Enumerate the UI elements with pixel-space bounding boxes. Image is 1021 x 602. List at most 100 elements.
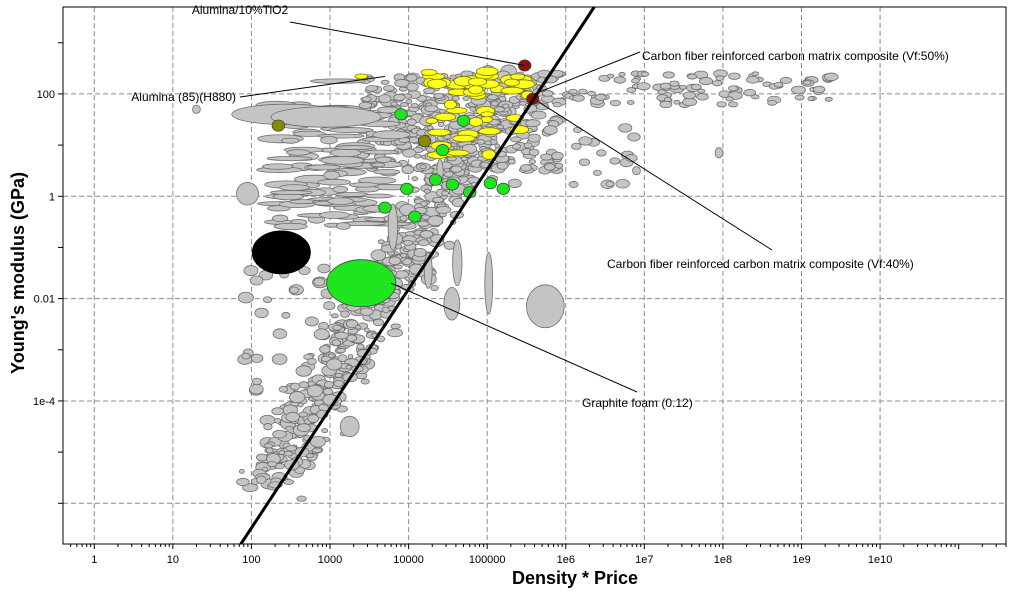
material-bubble — [427, 215, 444, 227]
material-bubble — [378, 94, 392, 104]
material-bubble — [355, 324, 361, 330]
material-bubble — [399, 215, 408, 222]
material-bubble — [271, 214, 289, 223]
material-bubble — [307, 357, 317, 365]
material-bubble — [241, 352, 251, 360]
material-bubble — [390, 101, 398, 107]
material-bubble — [632, 166, 641, 176]
yellow-material — [443, 99, 458, 110]
yellow-material — [452, 134, 476, 143]
material-bubble — [406, 82, 419, 92]
material-bubble — [487, 94, 499, 101]
material-bubble — [400, 102, 409, 107]
material-bubble — [552, 102, 562, 108]
material-bubble — [773, 81, 784, 88]
annotation-label: Carbon fiber reinforced carbon matrix co… — [642, 49, 949, 63]
material-bubble — [520, 164, 532, 172]
yellow-material — [475, 66, 499, 77]
material-bubble — [578, 158, 591, 167]
material-bubble — [751, 71, 760, 77]
material-bubble — [662, 71, 675, 79]
x-tick-label: 1e8 — [714, 554, 732, 566]
large-bubble — [387, 203, 399, 251]
material-bubble — [290, 382, 301, 391]
material-bubble — [690, 83, 702, 91]
material-bubble — [405, 73, 418, 82]
y-tick-label: 100 — [37, 89, 55, 101]
material-bubble — [289, 286, 299, 294]
material-bubble — [364, 327, 370, 333]
annotation-label: Graphite foam (0.12) — [582, 396, 693, 410]
material-bubble — [824, 96, 833, 102]
material-bubble — [452, 95, 460, 101]
material-bubble — [494, 143, 501, 149]
material-bubble — [714, 147, 724, 159]
material-bubble — [402, 240, 414, 246]
annotation-leader — [239, 75, 386, 98]
material-bubble — [640, 71, 650, 77]
annotation-leader — [289, 21, 525, 66]
material-bubble — [365, 85, 379, 92]
material-bubble — [348, 182, 379, 188]
material-bubble — [573, 126, 583, 134]
material-bubble — [802, 80, 812, 86]
material-bubble — [340, 310, 350, 318]
yellow-material — [425, 117, 439, 125]
material-bubble — [657, 89, 667, 95]
material-bubble — [285, 425, 294, 431]
material-bubble — [326, 358, 343, 371]
material-bubble — [405, 98, 413, 104]
material-bubble — [332, 185, 348, 193]
y-tick-label: 0.01 — [34, 294, 55, 306]
material-bubble — [322, 388, 334, 396]
material-bubble — [306, 164, 341, 171]
material-bubble — [262, 466, 269, 472]
material-bubble — [256, 475, 267, 484]
yellow-material — [480, 111, 494, 118]
green-material — [496, 182, 510, 195]
green-material — [428, 173, 443, 186]
y-tick-label: 1 — [49, 191, 55, 203]
material-bubble — [613, 76, 626, 84]
material-bubble — [578, 136, 593, 146]
material-bubble — [272, 328, 288, 340]
material-bubble — [251, 377, 262, 386]
material-bubble — [346, 334, 358, 342]
x-tick-label: 100 — [242, 554, 260, 566]
material-bubble — [406, 118, 417, 126]
x-axis-title: Density * Price — [512, 568, 638, 588]
material-bubble — [476, 139, 486, 145]
material-bubble — [496, 161, 509, 170]
material-bubble — [371, 162, 386, 168]
material-bubble — [331, 339, 342, 347]
material-bubble — [323, 170, 340, 180]
material-bubble — [362, 149, 400, 155]
material-bubble — [424, 188, 431, 194]
material-bubble — [256, 453, 268, 462]
green-material — [326, 259, 397, 308]
material-bubble — [525, 119, 541, 128]
yellow-material — [434, 112, 457, 122]
green-material — [456, 114, 471, 127]
material-bubble — [387, 328, 404, 338]
material-bubble — [305, 316, 319, 327]
material-bubble — [337, 354, 348, 363]
material-bubble — [289, 391, 306, 404]
material-bubble — [238, 468, 245, 474]
material-bubble — [609, 157, 621, 165]
annotation-leader — [534, 51, 641, 95]
material-bubble — [296, 423, 312, 432]
material-bubble — [286, 149, 311, 156]
material-bubble — [519, 100, 527, 106]
material-bubble — [441, 190, 450, 197]
material-bubble — [510, 136, 522, 143]
material-bubble — [335, 222, 351, 230]
material-bubble — [271, 353, 288, 365]
material-bubble — [427, 125, 434, 131]
x-tick-label: 1 — [91, 554, 97, 566]
material-bubble — [625, 153, 638, 163]
large-bubble — [443, 286, 461, 321]
material-bubble — [283, 479, 294, 485]
